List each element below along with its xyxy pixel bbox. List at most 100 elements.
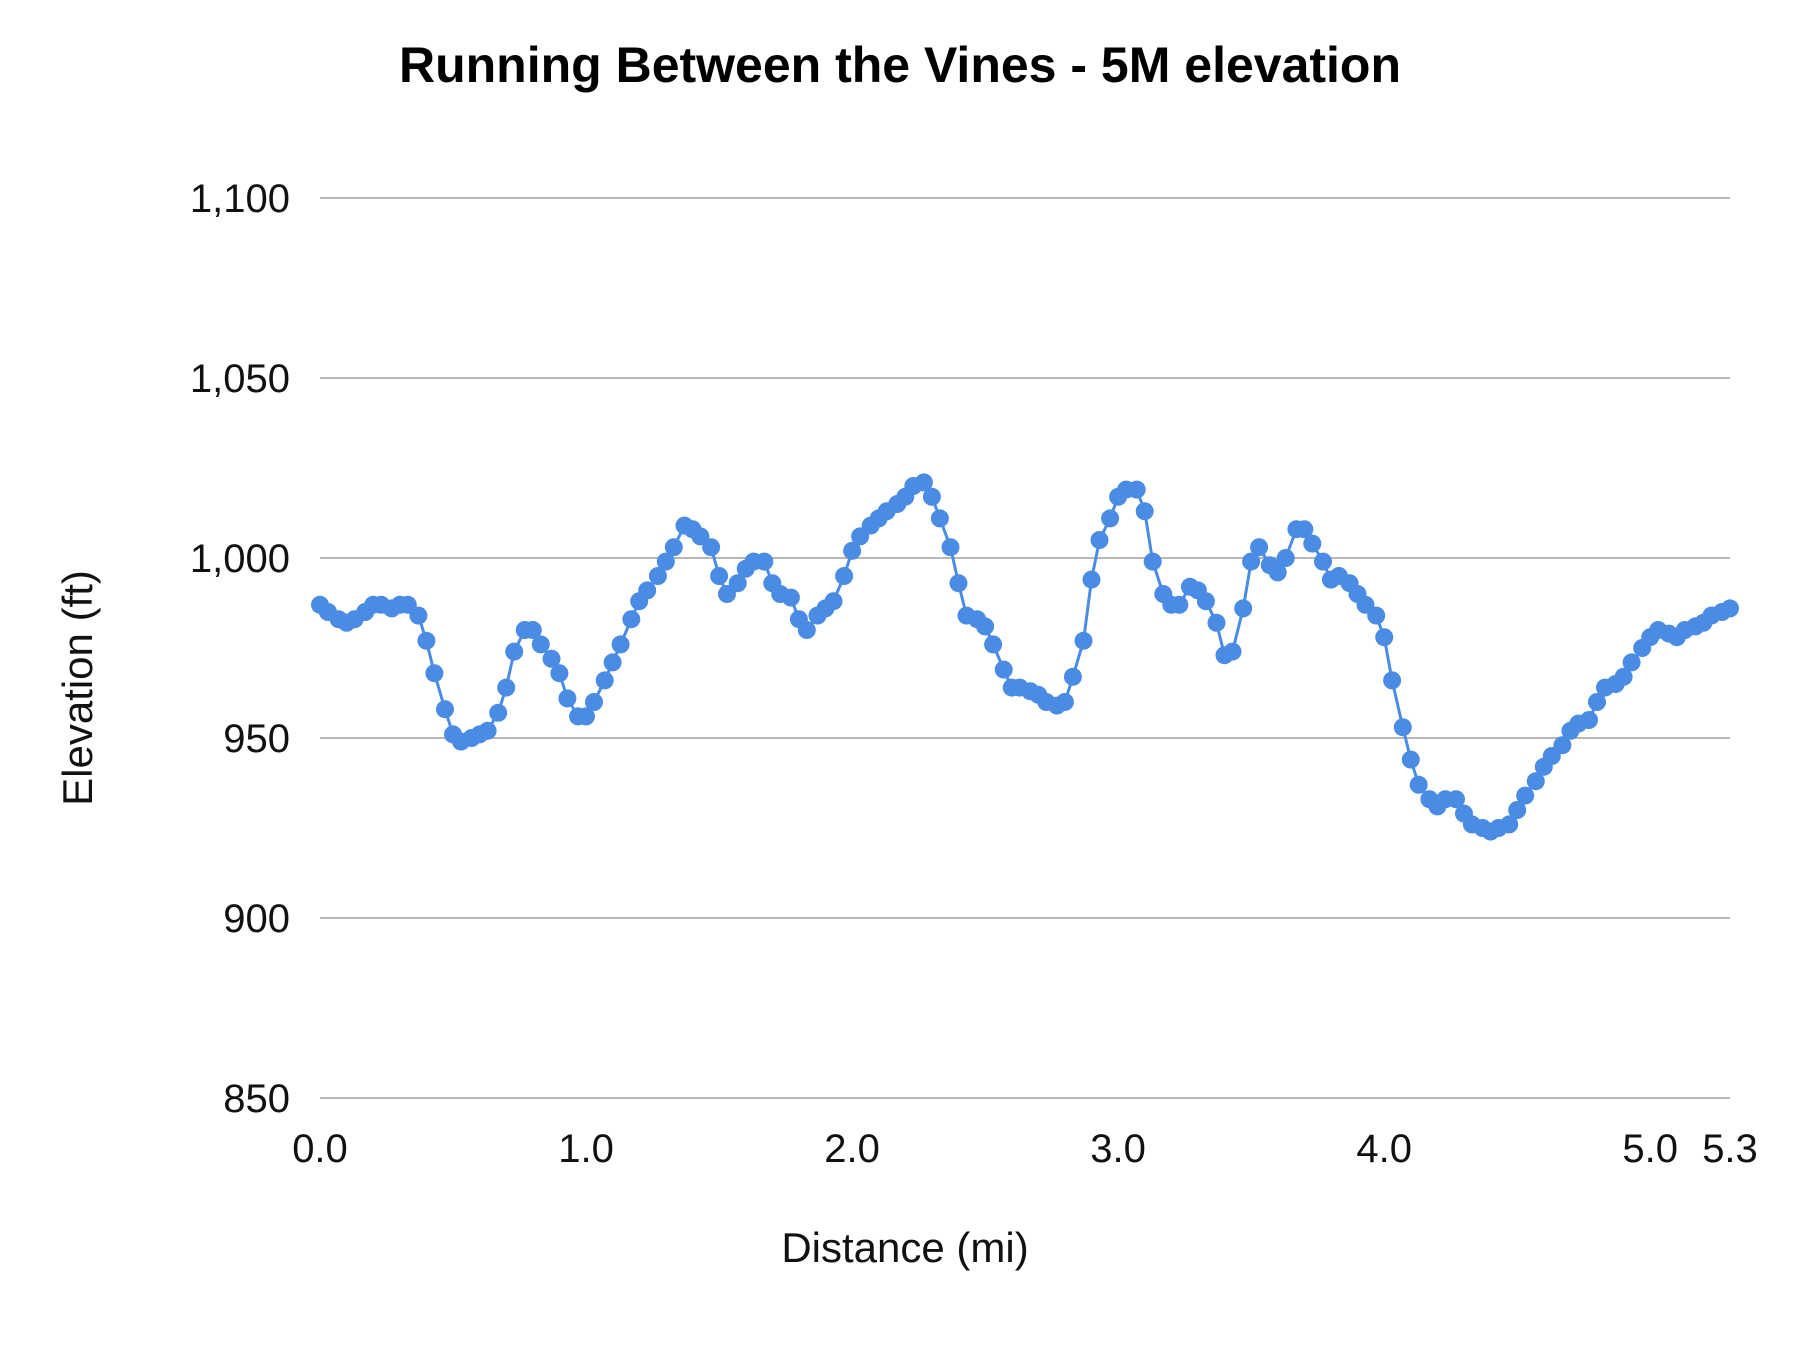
data-point	[478, 721, 497, 740]
data-point	[425, 664, 444, 683]
data-point	[1580, 711, 1598, 729]
data-point	[497, 678, 516, 697]
x-tick-label: 4.0	[1356, 1127, 1412, 1171]
x-tick-label: 5.3	[1702, 1127, 1758, 1171]
data-point	[1553, 736, 1572, 755]
data-point	[542, 649, 561, 668]
data-point	[976, 617, 995, 636]
y-tick-label: 950	[223, 717, 290, 761]
data-point	[1401, 750, 1420, 769]
y-tick-label: 850	[223, 1077, 290, 1121]
data-point	[1516, 786, 1535, 805]
data-point	[1207, 613, 1226, 632]
y-axis-ticks: 850 900 950 1,000 1,050 1,100	[190, 177, 290, 1121]
data-point	[1090, 531, 1109, 549]
data-point	[1276, 549, 1295, 567]
data-point	[585, 693, 603, 711]
data-point	[409, 606, 428, 625]
data-point	[1250, 538, 1269, 557]
data-point	[843, 541, 862, 560]
data-point	[994, 660, 1013, 679]
data-point	[1375, 628, 1394, 647]
data-point	[1614, 667, 1633, 686]
data-point	[656, 552, 675, 571]
x-axis-label: Distance (mi)	[781, 1224, 1028, 1271]
gridlines	[320, 197, 1730, 1099]
data-point	[1170, 595, 1189, 614]
elevation-series	[311, 473, 1739, 841]
data-point	[489, 703, 508, 722]
data-point	[622, 610, 641, 629]
data-point	[710, 567, 729, 585]
y-tick-label: 1,100	[190, 177, 290, 221]
data-point	[1508, 801, 1527, 819]
data-point	[611, 635, 630, 654]
data-point	[1447, 790, 1465, 809]
data-point	[638, 581, 657, 600]
data-point	[1074, 631, 1093, 650]
data-point	[1393, 718, 1412, 737]
data-point	[1526, 772, 1545, 791]
data-point	[531, 635, 550, 654]
data-point	[1101, 509, 1120, 528]
y-tick-label: 1,000	[190, 537, 290, 581]
data-point	[1242, 552, 1261, 571]
chart-title: Running Between the Vines - 5M elevation	[399, 37, 1401, 93]
data-point	[1409, 775, 1428, 794]
data-point	[1082, 570, 1101, 589]
data-point	[1622, 653, 1641, 672]
data-point	[595, 671, 614, 690]
data-point	[550, 664, 569, 683]
data-point	[648, 567, 667, 585]
data-point	[1268, 563, 1287, 582]
data-point	[984, 635, 1003, 654]
data-point	[505, 642, 524, 661]
data-point	[755, 552, 774, 571]
data-point	[664, 538, 683, 557]
data-point	[914, 473, 933, 492]
data-point	[824, 592, 843, 611]
data-point	[1295, 520, 1314, 539]
data-point	[1196, 592, 1215, 611]
x-tick-label: 0.0	[292, 1127, 348, 1171]
y-tick-label: 1,050	[190, 357, 290, 401]
data-point	[1127, 480, 1146, 499]
data-point	[577, 707, 595, 726]
data-point	[1055, 693, 1074, 711]
data-point	[797, 621, 816, 639]
x-tick-label: 3.0	[1090, 1127, 1146, 1171]
y-axis-label: Elevation (ft)	[54, 570, 101, 806]
data-point	[1303, 534, 1322, 553]
data-point	[835, 567, 854, 585]
x-tick-label: 5.0	[1622, 1127, 1678, 1171]
data-point	[1135, 502, 1154, 521]
data-point	[603, 653, 622, 672]
data-point	[781, 588, 800, 607]
x-tick-label: 2.0	[824, 1127, 880, 1171]
data-point	[1367, 606, 1386, 625]
data-point	[1721, 599, 1739, 618]
y-tick-label: 900	[223, 897, 290, 941]
data-point	[1314, 552, 1332, 571]
data-point	[1063, 667, 1082, 686]
data-point	[436, 700, 454, 719]
x-axis-ticks: 0.0 1.0 2.0 3.0 4.0 5.0 5.3	[292, 1127, 1758, 1171]
data-point	[1234, 599, 1253, 618]
data-point	[949, 574, 968, 593]
x-tick-label: 1.0	[558, 1127, 614, 1171]
data-point	[1383, 671, 1402, 690]
data-point	[1223, 642, 1242, 661]
data-point	[728, 574, 747, 593]
data-point	[1500, 815, 1519, 834]
data-point	[922, 487, 941, 506]
data-point	[930, 509, 949, 528]
data-point	[941, 538, 960, 557]
data-point	[1143, 552, 1162, 571]
data-point	[417, 631, 436, 650]
series-line-0	[318, 480, 1731, 834]
data-point	[702, 538, 721, 557]
data-point	[558, 689, 577, 708]
data-point	[523, 621, 542, 639]
data-point	[1588, 693, 1606, 711]
